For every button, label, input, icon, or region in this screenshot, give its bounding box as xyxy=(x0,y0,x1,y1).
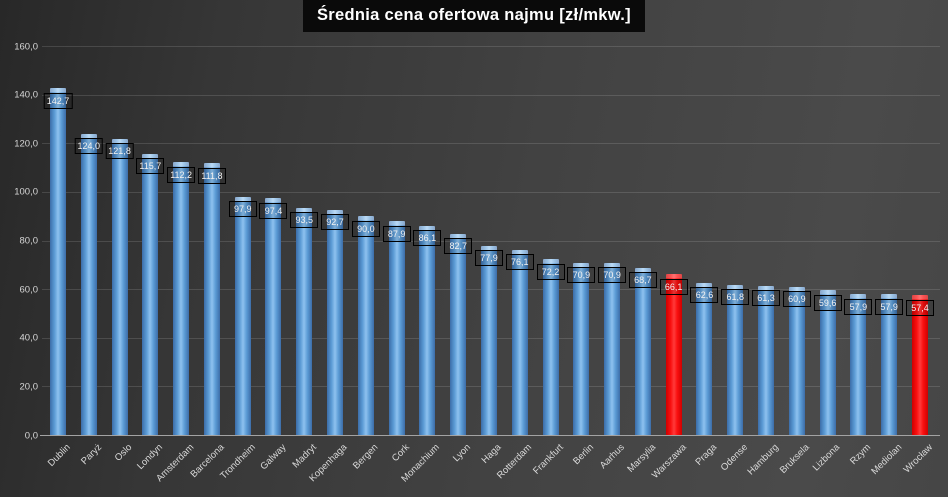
bar xyxy=(173,162,190,435)
x-axis-label: Oslo xyxy=(112,442,135,464)
y-axis-label: 80,0 xyxy=(19,235,39,247)
x-axis-label: Rzym xyxy=(848,442,874,467)
x-axis-label: Mediolan xyxy=(868,442,904,478)
gridline xyxy=(42,94,940,96)
bar xyxy=(881,294,898,435)
bar xyxy=(388,221,405,435)
bar xyxy=(265,198,282,435)
gridline xyxy=(42,191,940,193)
x-axis-label: Praga xyxy=(693,442,720,468)
bar xyxy=(80,133,97,435)
gridline xyxy=(42,240,940,242)
bar-value-label: 70,9 xyxy=(598,267,627,284)
y-axis-label: 20,0 xyxy=(19,381,39,393)
bar xyxy=(296,207,313,435)
bar xyxy=(696,282,713,435)
x-axis-label: Frankfurt xyxy=(530,442,566,477)
bar-value-label: 82,7 xyxy=(444,238,473,255)
x-axis-label: Londyn xyxy=(135,442,166,472)
bar-highlighted xyxy=(911,295,928,435)
x-axis-label: Lizbona xyxy=(811,442,843,474)
x-axis-label: Aarhus xyxy=(597,442,627,472)
y-axis-label: 0,0 xyxy=(24,430,38,441)
x-axis-label: Galway xyxy=(258,442,289,473)
y-axis-label: 100,0 xyxy=(14,186,38,198)
bar-value-label: 87,9 xyxy=(382,225,411,242)
bar-value-label: 61,8 xyxy=(721,289,750,306)
y-axis-label: 40,0 xyxy=(19,332,39,344)
bar-value-label: 124,0 xyxy=(74,138,104,155)
bar-value-label: 86,1 xyxy=(413,230,442,247)
x-axis-label: Dublin xyxy=(45,442,73,469)
bar xyxy=(634,267,651,435)
bar-value-label: 97,4 xyxy=(259,202,288,219)
x-axis-label: Paryż xyxy=(78,442,104,467)
bar-value-label: 115,7 xyxy=(136,158,165,175)
y-axis-label: 120,0 xyxy=(14,138,38,150)
bar-value-label: 66,1 xyxy=(659,278,688,295)
bar xyxy=(604,262,621,435)
y-axis-label: 140,0 xyxy=(14,89,38,101)
bar xyxy=(203,163,220,435)
bar-value-label: 61,3 xyxy=(752,290,781,307)
x-axis-label: Berlin xyxy=(571,442,597,467)
bar xyxy=(450,233,467,435)
bar xyxy=(142,153,159,435)
bar xyxy=(50,88,66,435)
bar xyxy=(850,294,867,435)
bar-value-label: 60,9 xyxy=(782,291,811,308)
x-axis-label: Bruksela xyxy=(777,442,812,476)
bar xyxy=(234,196,251,435)
bar-value-label: 121,8 xyxy=(105,143,134,160)
x-axis-label: Madryt xyxy=(290,442,320,471)
x-axis-label: Haga xyxy=(479,442,504,466)
y-axis-label: 60,0 xyxy=(19,284,39,296)
x-axis-label: Hamburg xyxy=(745,442,781,478)
chart-title-wrap: Średnia cena ofertowa najmu [zł/mkw.] xyxy=(0,0,948,32)
bar-value-label: 59,6 xyxy=(813,294,842,311)
gridline xyxy=(42,46,940,47)
y-axis-label: 160,0 xyxy=(14,41,38,52)
bar xyxy=(511,249,528,435)
x-axis-line xyxy=(40,435,940,436)
bar-value-label: 97,9 xyxy=(228,201,257,218)
bar-value-label: 142,7 xyxy=(43,92,73,109)
chart-title: Średnia cena ofertowa najmu [zł/mkw.] xyxy=(303,0,645,32)
bar-value-label: 112,2 xyxy=(167,166,196,183)
bar-value-label: 92,7 xyxy=(321,214,350,231)
bar-value-label: 57,9 xyxy=(844,298,873,315)
bar xyxy=(111,138,128,435)
bar-value-label: 57,9 xyxy=(875,298,904,315)
bar xyxy=(788,286,805,435)
bar-value-label: 77,9 xyxy=(474,250,503,267)
bar-value-label: 62,6 xyxy=(690,287,719,304)
bar xyxy=(819,290,836,435)
bar xyxy=(480,245,497,435)
bar xyxy=(357,216,374,435)
bar xyxy=(758,285,775,435)
bar-value-label: 93,5 xyxy=(290,212,319,229)
bar-value-label: 57,4 xyxy=(905,299,934,316)
bar-value-label: 72,2 xyxy=(536,263,565,280)
bar-value-label: 90,0 xyxy=(351,220,380,237)
x-axis-label: Bergen xyxy=(351,442,381,472)
bar xyxy=(419,225,436,435)
gridline xyxy=(42,143,940,145)
bar xyxy=(573,262,590,435)
bar-highlighted xyxy=(665,274,682,435)
bar xyxy=(542,259,559,435)
bar-value-label: 111,8 xyxy=(197,167,226,184)
bar-value-label: 76,1 xyxy=(505,254,534,271)
bar-value-label: 68,7 xyxy=(628,272,657,289)
bar-value-label: 70,9 xyxy=(567,267,596,284)
x-axis-label: Wrocław xyxy=(901,442,935,476)
x-axis-label: Lyon xyxy=(450,442,473,465)
bar xyxy=(327,209,344,435)
bar xyxy=(727,284,744,435)
x-axis-label: Cork xyxy=(389,442,412,464)
